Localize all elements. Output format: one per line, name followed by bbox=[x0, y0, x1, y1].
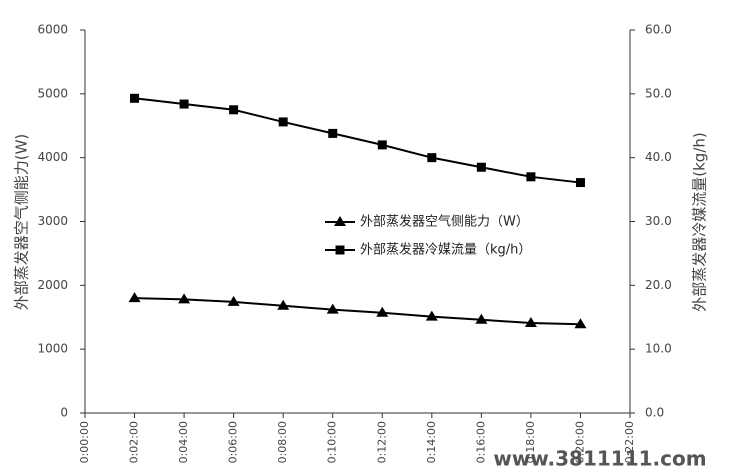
x-tick-label: 0:06:00 bbox=[227, 421, 240, 463]
data-point bbox=[326, 303, 339, 314]
data-point bbox=[574, 318, 587, 329]
y-tick-label: 4000 bbox=[37, 150, 68, 164]
x-tick-label: 0:18:00 bbox=[524, 421, 537, 463]
y-tick-label: 6000 bbox=[37, 23, 68, 37]
data-point bbox=[277, 299, 290, 310]
legend-marker bbox=[335, 245, 345, 255]
data-point bbox=[524, 316, 537, 327]
watermark: www.3811111.com bbox=[493, 447, 706, 471]
y2-axis-title: 外部蒸发器冷媒流量(kg/h) bbox=[691, 132, 709, 311]
x-tick-label: 0:16:00 bbox=[474, 421, 487, 463]
data-point bbox=[128, 292, 141, 303]
y2-tick-label: 60.0 bbox=[645, 23, 672, 37]
y2-tick-label: 40.0 bbox=[645, 150, 672, 164]
y-tick-label: 3000 bbox=[37, 214, 68, 228]
y2-tick-label: 50.0 bbox=[645, 86, 672, 100]
data-point bbox=[475, 313, 488, 324]
data-point bbox=[328, 128, 338, 138]
x-tick-label: 0:02:00 bbox=[128, 421, 141, 463]
x-tick-label: 0:22:00 bbox=[623, 421, 636, 463]
x-tick-label: 0:08:00 bbox=[276, 421, 289, 463]
data-point bbox=[278, 117, 288, 127]
data-point bbox=[526, 172, 536, 182]
y-axis-title: 外部蒸发器空气侧能力(W) bbox=[13, 134, 31, 311]
legend-label: 外部蒸发器冷媒流量（kg/h） bbox=[360, 242, 531, 258]
data-point bbox=[376, 306, 389, 317]
legend-marker bbox=[334, 216, 346, 226]
data-point bbox=[425, 310, 438, 321]
y-tick-label: 2000 bbox=[37, 278, 68, 292]
x-tick-label: 0:20:00 bbox=[573, 421, 586, 463]
data-point bbox=[229, 105, 239, 115]
y-tick-label: 5000 bbox=[37, 86, 68, 100]
x-tick-label: 0:14:00 bbox=[425, 421, 438, 463]
data-point bbox=[476, 162, 486, 172]
legend-label: 外部蒸发器空气侧能力（W） bbox=[360, 214, 529, 230]
series-line bbox=[134, 97, 581, 184]
x-tick-label: 0:12:00 bbox=[375, 421, 388, 463]
series-line bbox=[134, 297, 581, 326]
y-tick-label: 1000 bbox=[37, 342, 68, 356]
data-point bbox=[575, 178, 585, 188]
x-tick-label: 0:04:00 bbox=[177, 421, 190, 463]
data-point bbox=[227, 295, 240, 306]
data-point bbox=[179, 99, 189, 109]
data-point bbox=[427, 153, 437, 163]
data-point bbox=[130, 93, 140, 103]
x-tick-label: 0:10:00 bbox=[326, 421, 339, 463]
data-point bbox=[178, 293, 191, 304]
x-tick-label: 0:00:00 bbox=[78, 421, 91, 463]
y2-tick-label: 10.0 bbox=[645, 342, 672, 356]
y2-tick-label: 0.0 bbox=[645, 406, 664, 420]
data-point bbox=[377, 140, 387, 150]
y2-tick-label: 20.0 bbox=[645, 278, 672, 292]
y2-tick-label: 30.0 bbox=[645, 214, 672, 228]
y-tick-label: 0 bbox=[60, 406, 68, 420]
